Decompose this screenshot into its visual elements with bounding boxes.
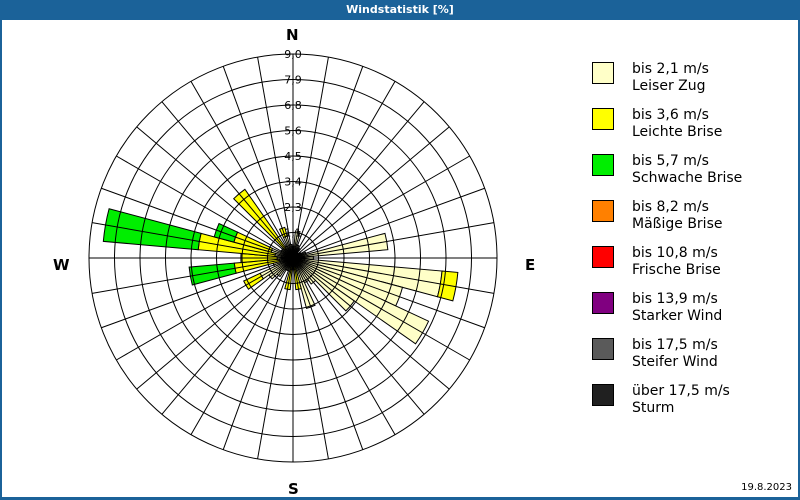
legend-item: bis 3,6 m/s Leichte Brise (590, 107, 790, 154)
legend-swatch (592, 338, 614, 360)
grid-spoke (292, 257, 329, 459)
grid-spoke (116, 257, 294, 361)
legend-label: Sturm (632, 400, 675, 416)
radial-tick-label: 7,9 (284, 74, 302, 87)
grid-spoke (292, 257, 494, 294)
grid-spoke (292, 257, 470, 361)
wind-sector (102, 208, 202, 251)
legend-swatch (592, 108, 614, 130)
legend-label: Mäßige Brise (632, 216, 723, 232)
legend-swatch (592, 246, 614, 268)
grid-spoke (292, 155, 470, 259)
grid-spoke (292, 257, 450, 390)
legend-label: Frische Brise (632, 262, 721, 278)
legend-swatch (592, 62, 614, 84)
wind-sector (436, 270, 459, 302)
wind-sector (188, 262, 237, 286)
grid-spoke (257, 57, 294, 259)
compass-south: S (288, 480, 299, 498)
legend-swatch (592, 292, 614, 314)
grid-spoke (190, 257, 294, 435)
grid-spoke (292, 222, 494, 259)
grid-spoke (292, 257, 396, 435)
legend-item: bis 17,5 m/s Steifer Wind (590, 337, 790, 384)
legend-label: Leiser Zug (632, 78, 706, 94)
grid-spoke (92, 257, 294, 294)
window-title: Windstatistik [%] (0, 0, 800, 20)
legend-range: bis 5,7 m/s (632, 153, 709, 169)
grid-spoke (292, 126, 450, 259)
grid-spoke (161, 101, 294, 259)
chart-panel: 1,1 2,3 3,4 4,5 5,6 6,8 7,9 9,0 N E S W bis 2,1… (2, 20, 798, 498)
date-label: 19.8.2023 (741, 482, 792, 493)
grid-spoke (101, 257, 294, 329)
grid-spoke (161, 257, 294, 415)
legend-item: bis 2,1 m/s Leiser Zug (590, 61, 790, 108)
legend-range: bis 10,8 m/s (632, 245, 718, 261)
grid-spoke (116, 155, 294, 259)
radial-tick-label: 6,8 (284, 99, 302, 112)
radial-tick-label: 1,1 (284, 227, 302, 240)
radial-tick-label: 9,0 (284, 48, 302, 61)
grid-spoke (222, 257, 294, 450)
grid-spoke (222, 66, 294, 259)
grid-spoke (292, 257, 485, 329)
legend-swatch (592, 384, 614, 406)
grid-spoke (292, 66, 364, 259)
radial-tick-label: 2,3 (284, 201, 302, 214)
grid-spoke (292, 257, 425, 415)
grid-spoke (292, 257, 364, 450)
grid-spoke (292, 57, 329, 259)
legend-range: bis 8,2 m/s (632, 199, 709, 215)
radial-tick-label: 5,6 (284, 125, 302, 138)
legend-item: bis 8,2 m/s Mäßige Brise (590, 199, 790, 246)
compass-west: W (53, 256, 70, 274)
legend-range: bis 3,6 m/s (632, 107, 709, 123)
legend-swatch (592, 154, 614, 176)
wind-sector (213, 222, 239, 243)
wind-rose-chart: 1,1 2,3 3,4 4,5 5,6 6,8 7,9 9,0 (88, 48, 498, 463)
radial-tick-label: 4,5 (284, 150, 302, 163)
grid-spoke (136, 257, 294, 390)
legend-label: Steifer Wind (632, 354, 718, 370)
legend-item: über 17,5 m/s Sturm (590, 383, 790, 430)
legend-range: bis 2,1 m/s (632, 61, 709, 77)
radial-tick-label: 3,4 (284, 176, 302, 189)
legend-range: bis 17,5 m/s (632, 337, 718, 353)
legend-range: bis 13,9 m/s (632, 291, 718, 307)
compass-north: N (286, 26, 299, 44)
legend-label: Leichte Brise (632, 124, 723, 140)
legend-swatch (592, 200, 614, 222)
grid-spoke (92, 222, 294, 259)
legend-label: Schwache Brise (632, 170, 743, 186)
compass-east: E (525, 256, 536, 274)
legend-item: bis 5,7 m/s Schwache Brise (590, 153, 790, 200)
legend-item: bis 10,8 m/s Frische Brise (590, 245, 790, 292)
legend-range: über 17,5 m/s (632, 383, 730, 399)
grid-spoke (136, 126, 294, 259)
grid-spoke (292, 101, 425, 259)
grid-spoke (292, 187, 485, 259)
grid-spoke (190, 81, 294, 259)
grid-spoke (292, 81, 396, 259)
legend-label: Starker Wind (632, 308, 723, 324)
legend-item: bis 13,9 m/s Starker Wind (590, 291, 790, 338)
grid-spoke (101, 187, 294, 259)
grid-spoke (257, 257, 294, 459)
